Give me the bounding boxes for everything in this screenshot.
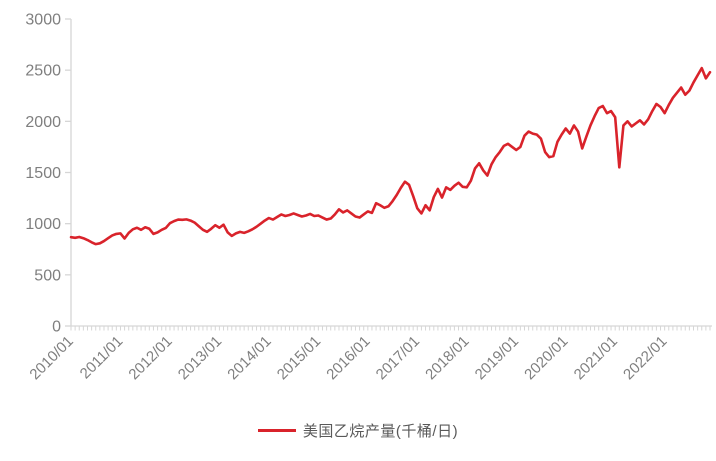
- x-tick-label: 2015/01: [274, 333, 324, 383]
- legend-label: 美国乙烷产量(千桶/日): [302, 423, 459, 440]
- x-tick-label: 2012/01: [125, 333, 175, 383]
- y-tick-label: 500: [34, 267, 61, 284]
- x-tick-label: 2010/01: [26, 333, 76, 383]
- series-line: [69, 66, 712, 246]
- x-tick-label: 2018/01: [422, 333, 472, 383]
- y-tick-label: 1500: [25, 165, 61, 182]
- y-tick-label: 2000: [25, 114, 61, 131]
- y-tick-label: 1000: [25, 216, 61, 233]
- x-tick-label: 2022/01: [620, 333, 670, 383]
- x-tick-label: 2017/01: [373, 333, 423, 383]
- y-tick-label: 3000: [25, 12, 61, 29]
- x-tick-label: 2013/01: [175, 333, 225, 383]
- x-tick-label: 2016/01: [323, 333, 373, 383]
- y-tick-label: 0: [52, 319, 61, 336]
- x-tick-label: 2011/01: [77, 333, 127, 383]
- x-tick-label: 2021/01: [571, 333, 621, 383]
- legend: 美国乙烷产量(千桶/日): [0, 420, 716, 441]
- y-tick-label: 2500: [25, 63, 61, 80]
- x-tick-label: 2014/01: [224, 333, 274, 383]
- x-tick-label: 2019/01: [472, 333, 522, 383]
- legend-line-swatch: [257, 429, 296, 432]
- x-tick-label: 2020/01: [521, 333, 571, 383]
